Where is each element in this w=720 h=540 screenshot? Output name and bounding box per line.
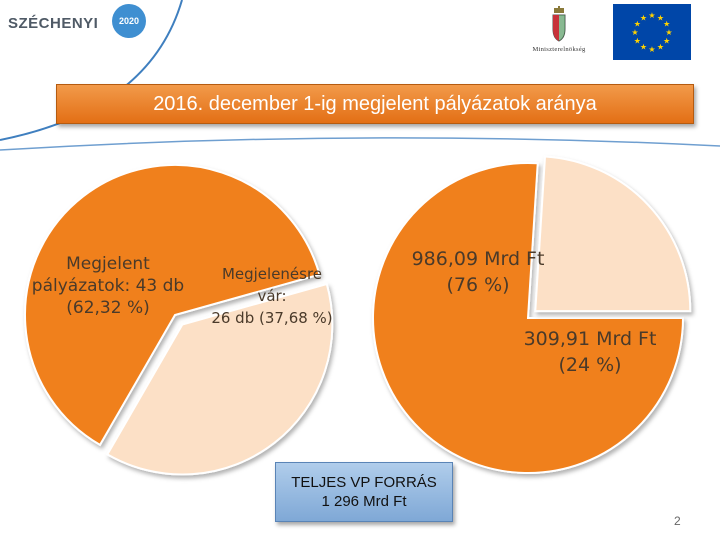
slice-label: 309,91 Mrd Ft (24 %) [524,328,657,376]
coat-of-arms-icon [552,6,566,42]
slice-label: Megjelenésre vár: 26 db (37,68 %) [211,265,332,327]
pie-slice [534,155,692,313]
page-number: 2 [674,514,681,528]
szechenyi-logo-badge: 2020 [112,4,146,38]
eu-star-icon: ★ [663,37,670,46]
slide-title: 2016. december 1-ig megjelent pályázatok… [56,84,694,124]
total-source-value: 1 296 Mrd Ft [321,493,407,510]
eu-star-icon: ★ [634,37,641,46]
eu-star-icon: ★ [640,43,647,52]
pie-slice [105,282,334,476]
eu-stars-icon: ★ ★★★★★★★★★★★ [631,11,672,54]
eu-star-icon: ★ [657,43,664,52]
szechenyi-logo-text: SZÉCHENYI [8,15,99,32]
eu-flag-logo: ★ ★ ★ ★ ★ ★ ★ ★ ★ ★ ★ ★ [613,4,691,60]
slice-label: 986,09 Mrd Ft (76 %) [412,248,545,296]
eu-star-icon: ★ [648,11,655,20]
szechenyi-2020-logo: SZÉCHENYI 2020 [6,4,146,40]
total-source-box: TELJES VP FORRÁS 1 296 Mrd Ft [275,462,453,522]
ministry-logo-text: Miniszterelnökség [532,46,586,53]
eu-star-icon: ★ [663,20,670,29]
eu-star-icon: ★ [634,20,641,29]
slice-label: Megjelent pályázatok: 43 db (62,32 %) [32,254,184,318]
total-source-label: TELJES VP FORRÁS [291,474,437,491]
eu-star-icon: ★ [648,45,655,54]
eu-star-icon: ★ [657,13,664,22]
ministry-logo: Miniszterelnökség [518,6,600,60]
eu-star-icon: ★ [640,13,647,22]
pie-slice [372,162,685,474]
pie-slice [24,164,321,447]
eu-star-icon: ★ [631,28,638,37]
eu-star-icon: ★ [665,28,672,37]
